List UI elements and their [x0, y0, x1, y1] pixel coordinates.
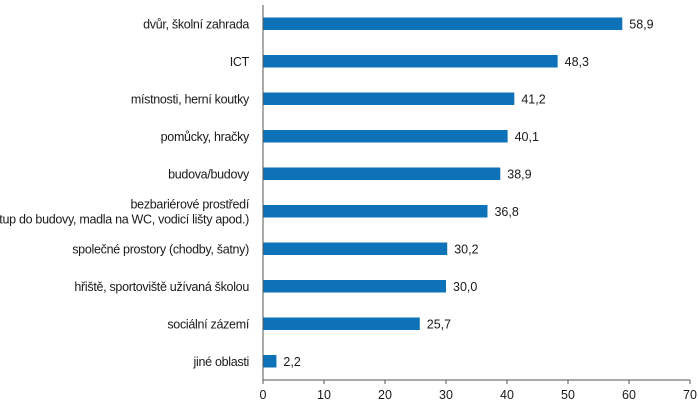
category-label: jiné oblasti: [193, 355, 249, 369]
bar: [263, 280, 446, 293]
x-tick-label: 0: [260, 388, 267, 402]
value-label: 30,2: [454, 242, 478, 256]
category-label: společné prostory (chodby, šatny): [72, 242, 249, 256]
bar: [263, 205, 488, 218]
x-tick-label: 60: [622, 388, 636, 402]
category-label: ICT: [230, 55, 250, 69]
category-label-line: budova/budovy: [168, 167, 250, 181]
value-label: 48,3: [565, 55, 589, 69]
bar: [263, 92, 515, 105]
bar: [263, 130, 508, 143]
category-label-line: sociální zázemí: [167, 317, 249, 331]
bar: [263, 55, 558, 68]
category-label: sociální zázemí: [167, 317, 249, 331]
x-tick-label: 10: [317, 388, 331, 402]
bar: [263, 167, 501, 180]
category-label-line: dvůr, školní zahrada: [143, 17, 249, 31]
category-label-line: místnosti, herní koutky: [131, 92, 250, 106]
category-label-line: pomůcky, hračky: [161, 130, 250, 144]
category-label: budova/budovy: [168, 167, 250, 181]
value-label: 40,1: [515, 130, 539, 144]
bar: [263, 317, 420, 330]
category-label-line: společné prostory (chodby, šatny): [72, 242, 249, 256]
value-label: 58,9: [629, 17, 653, 31]
x-tick-label: 20: [378, 388, 392, 402]
x-tick-label: 40: [500, 388, 514, 402]
category-label-line: jiné oblasti: [193, 355, 249, 369]
category-label-line: bezbariérové prostředí: [131, 197, 250, 211]
category-label: místnosti, herní koutky: [131, 92, 250, 106]
value-label: 36,8: [494, 205, 518, 219]
category-label-line: (přístup do budovy, madla na WC, vodicí …: [0, 212, 249, 226]
category-label-line: ICT: [230, 55, 250, 69]
x-tick-label: 70: [683, 388, 697, 402]
x-tick-label: 30: [439, 388, 453, 402]
value-labels: 58,9 48,3 41,2 40,1 38,9 36,8 30,2 30,0 25,7 2,2: [283, 17, 653, 369]
bar: [263, 17, 623, 30]
category-label: bezbariérové prostředí (přístup do budovy…: [0, 197, 250, 226]
value-label: 2,2: [283, 355, 300, 369]
value-label: 38,9: [507, 167, 531, 181]
category-label-line: hřiště, sportoviště užívaná školou: [74, 280, 249, 294]
value-label: 30,0: [453, 280, 477, 294]
category-labels: dvůr, školní zahrada ICT místnosti, herní …: [0, 17, 250, 369]
category-label: hřiště, sportoviště užívaná školou: [74, 280, 249, 294]
x-tick-label: 50: [561, 388, 575, 402]
x-axis-ticks: 0 10 20 30 40 50 60 70: [260, 380, 697, 402]
bars-group: [263, 17, 623, 368]
bar: [263, 355, 277, 368]
category-label: pomůcky, hračky: [161, 130, 250, 144]
bar: [263, 242, 448, 255]
value-label: 41,2: [521, 92, 545, 106]
category-label: dvůr, školní zahrada: [143, 17, 249, 31]
value-label: 25,7: [427, 317, 451, 331]
